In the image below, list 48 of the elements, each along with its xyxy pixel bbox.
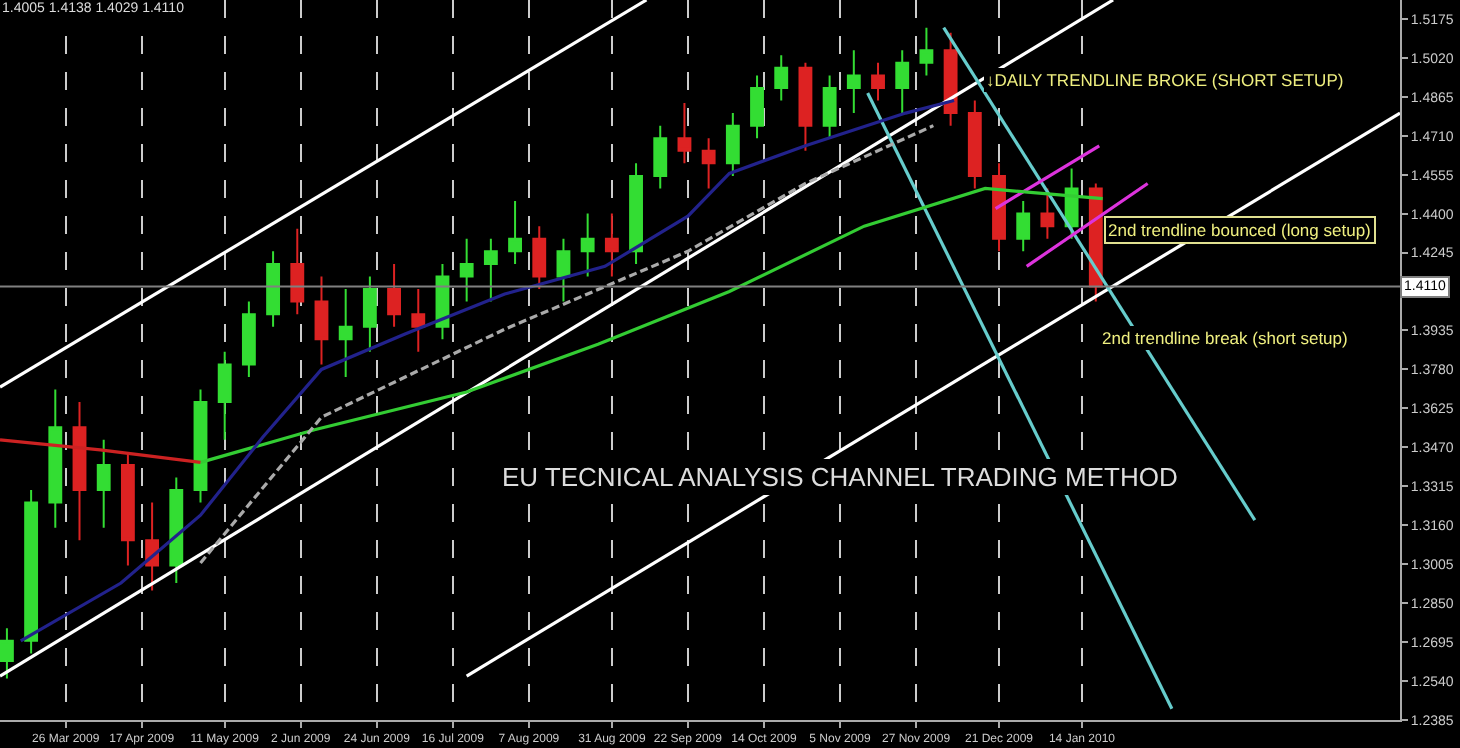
candlestick: [701, 137, 716, 190]
candlestick: [604, 212, 619, 278]
candlestick: [169, 476, 184, 585]
candlestick: [290, 227, 305, 316]
candlestick: [241, 300, 256, 378]
candlestick: [629, 162, 643, 265]
candlestick: [387, 262, 401, 328]
annotation: 2nd trendline break (short setup): [1102, 328, 1349, 348]
candlestick: [72, 401, 87, 542]
candlestick: [120, 451, 135, 567]
candlestick: [24, 489, 39, 655]
candlestick: [532, 225, 547, 290]
candlestick: [580, 212, 595, 278]
annotation: 2nd trendline bounced (long setup): [1108, 220, 1372, 240]
candlestick: [846, 49, 861, 115]
candlestick: [508, 200, 522, 265]
annotation: ↓DAILY TRENDLINE BROKE (SHORT SETUP): [986, 70, 1344, 90]
candlestick: [362, 275, 377, 353]
candlestick: [798, 61, 813, 152]
candlestick: [459, 237, 474, 303]
candlestick: [338, 288, 353, 378]
candlestick: [314, 275, 329, 366]
candlestick: [217, 350, 232, 441]
candlestick: [96, 438, 111, 529]
candlestick: [943, 31, 958, 127]
candlestick: [725, 112, 740, 177]
candlestick: [0, 627, 14, 680]
candlestick: [1040, 187, 1055, 240]
candlestick: [919, 26, 934, 77]
candlestick: [677, 102, 692, 165]
candlestick: [653, 124, 668, 190]
candlestick: [193, 388, 208, 504]
candlestick: [483, 237, 498, 303]
candlestick: [822, 74, 837, 140]
candlestick: [556, 237, 571, 303]
text: EU TECNICAL ANALYSIS CHANNEL TRADING METHOD: [502, 462, 1178, 492]
line-series: [198, 186, 1105, 464]
candlestick: [895, 49, 910, 115]
candlestick: [266, 250, 281, 328]
candlestick: [750, 74, 764, 140]
candlestick: [411, 288, 426, 353]
candlestick: [871, 61, 885, 102]
candlestick: [992, 162, 1006, 253]
candlestick: [774, 54, 789, 102]
candlestick: [48, 388, 63, 529]
candlestick: [1016, 200, 1031, 253]
candlestick: [967, 99, 982, 190]
line-series: [198, 124, 935, 565]
